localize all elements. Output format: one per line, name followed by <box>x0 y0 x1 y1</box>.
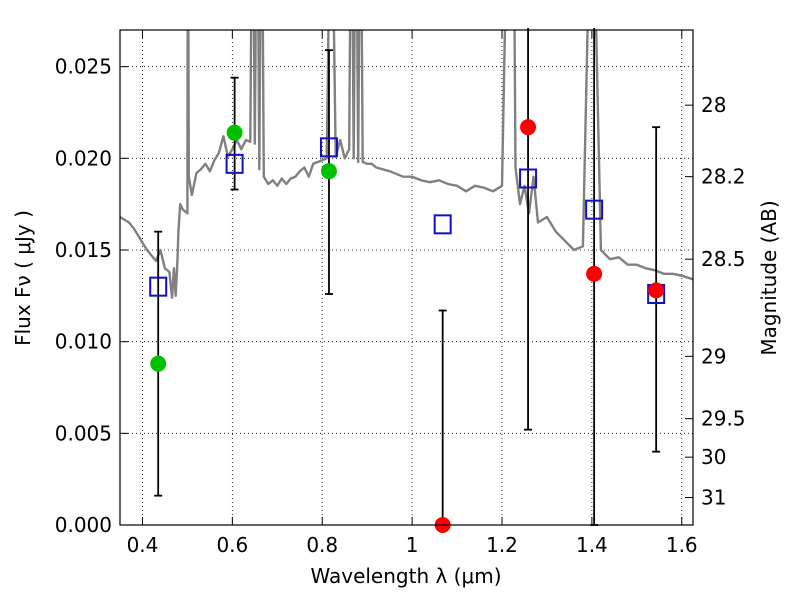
x-axis: 0.4 0.6 0.8 1 1.2 1.4 1.6 <box>127 30 698 557</box>
model-square-point <box>585 199 604 220</box>
y2-tick-label: 29.5 <box>701 407 746 431</box>
spectrum-line <box>120 30 693 299</box>
plot-background <box>120 30 693 525</box>
x-tick-label: 1.2 <box>486 533 518 557</box>
y2-axis: 28 28.2 28.5 29 29.5 30 31 <box>685 93 746 510</box>
observed-point <box>320 163 337 180</box>
observed-point <box>226 124 243 141</box>
observed-point <box>520 119 537 136</box>
model-square-point <box>433 214 452 235</box>
x-axis-title: Wavelength λ (μm) <box>310 564 501 588</box>
model-square-point <box>319 137 338 158</box>
x-tick-label: 0.6 <box>216 533 248 557</box>
x-tick-label: 0.4 <box>127 533 159 557</box>
observed-point <box>150 355 167 372</box>
y2-tick-label: 29 <box>701 344 726 368</box>
y-tick-label: 0.020 <box>55 146 112 170</box>
x-tick-label: 0.8 <box>306 533 338 557</box>
model-square-point <box>519 168 538 189</box>
y2-tick-label: 28.5 <box>701 247 746 271</box>
errorbars <box>149 28 666 533</box>
y2-tick-label: 28.2 <box>701 165 746 189</box>
y-tick-label: 0.000 <box>55 513 112 537</box>
model-square-point <box>149 276 168 297</box>
y2-tick-label: 30 <box>701 445 726 469</box>
model-square-point <box>225 153 244 174</box>
x-tick-label: 1.4 <box>576 533 608 557</box>
observed-point <box>648 282 665 299</box>
plot-area <box>120 30 693 299</box>
grid <box>120 30 693 526</box>
x-tick-label: 1 <box>406 533 419 557</box>
y2-tick-label: 31 <box>701 486 726 510</box>
y2-tick-label: 28 <box>701 93 726 117</box>
y-axis-title: Flux Fν ( μJy ) <box>11 210 35 346</box>
y-axis: 0.000 0.005 0.010 0.015 0.020 0.025 <box>55 55 128 537</box>
y2-axis-title: Magnitude (AB) <box>757 200 781 355</box>
y-tick-label: 0.005 <box>55 421 112 445</box>
y-tick-label: 0.025 <box>55 55 112 79</box>
x-tick-label: 1.6 <box>666 533 698 557</box>
y-tick-label: 0.015 <box>55 238 112 262</box>
y-tick-label: 0.010 <box>55 330 112 354</box>
observed-point <box>586 265 603 282</box>
plot-frame <box>119 29 694 526</box>
